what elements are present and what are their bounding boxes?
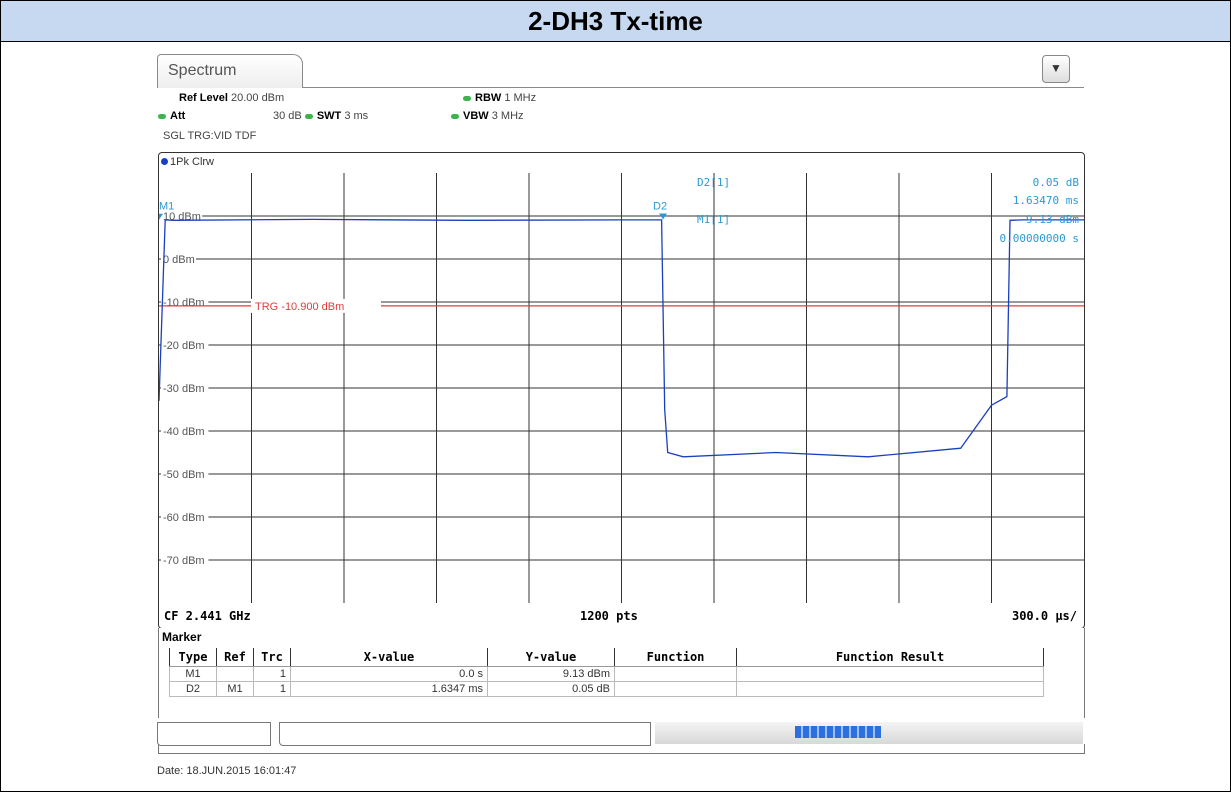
table-row: D2 M1 1 1.6347 ms 0.05 dB — [169, 681, 1044, 697]
y-tick-label: -60 dBm — [163, 512, 205, 524]
cell-function-result — [736, 681, 1044, 697]
status-field-2[interactable] — [279, 722, 651, 746]
att-param: Att — [158, 110, 185, 122]
col-function: Function — [614, 648, 737, 667]
y-tick-label: 0 dBm — [163, 254, 195, 266]
y-tick-label: 10 dBm — [163, 211, 201, 223]
y-tick-label: -20 dBm — [163, 340, 205, 352]
trace-line — [159, 218, 1084, 458]
cell-x-value: 0.0 s — [290, 666, 488, 682]
cell-type: M1 — [169, 666, 217, 682]
vbw-param: VBW 3 MHz — [451, 110, 524, 122]
trigger-label-bg — [251, 298, 381, 313]
marker-table-header: Type Ref Trc X-value Y-value Function Fu… — [169, 648, 1044, 667]
y-tick-label: -30 dBm — [163, 383, 205, 395]
cell-y-value: 9.13 dBm — [487, 666, 615, 682]
trace-label: 1Pk Clrw — [161, 156, 214, 168]
marker-readout-m1-label: M1[1] — [697, 213, 730, 226]
att-value-group: 30 dB SWT 3 ms — [273, 110, 368, 122]
menu-icon[interactable]: ▼ — [1042, 55, 1070, 83]
page-title: 2-DH3 Tx-time — [1, 1, 1230, 42]
sweep-progress-bar — [795, 726, 881, 738]
marker-readout-m1-value: 9.13 dBm — [1026, 213, 1079, 226]
cell-ref — [216, 666, 254, 682]
swt-indicator-icon — [304, 113, 313, 119]
swt-label: SWT — [316, 110, 342, 122]
center-frequency: CF 2.441 GHz — [164, 609, 251, 623]
time-per-division: 300.0 µs/ — [1011, 609, 1077, 623]
status-field-1[interactable] — [157, 722, 271, 746]
y-tick-label-bg — [161, 553, 209, 567]
y-tick-label: -70 dBm — [163, 555, 205, 567]
cell-x-value: 1.6347 ms — [290, 681, 488, 697]
cell-ref: M1 — [216, 681, 254, 697]
col-trc: Trc — [253, 648, 291, 667]
marker-table-title: Marker — [162, 630, 202, 644]
table-row: M1 1 0.0 s 9.13 dBm — [169, 666, 1044, 682]
vbw-value: 3 MHz — [491, 110, 524, 122]
ref-level-param: Ref Level 20.00 dBm — [179, 92, 284, 104]
cell-trc: 1 — [253, 681, 291, 697]
trigger-mode: SGL TRG:VID TDF — [163, 130, 257, 142]
col-type: Type — [169, 648, 217, 667]
col-ref: Ref — [216, 648, 254, 667]
cell-function — [614, 666, 737, 682]
rbw-param: RBW 1 MHz — [463, 92, 536, 104]
ref-level-value: 20.00 dBm — [230, 92, 285, 104]
col-y-value: Y-value — [487, 648, 615, 667]
swt-value: 3 ms — [344, 110, 369, 122]
date-stamp: Date: 18.JUN.2015 16:01:47 — [157, 765, 297, 777]
rbw-indicator-icon — [463, 95, 471, 101]
cell-type: D2 — [169, 681, 217, 697]
vbw-indicator-icon — [451, 113, 459, 119]
rbw-value: 1 MHz — [504, 92, 537, 104]
trigger-label: TRG -10.900 dBm — [255, 301, 344, 313]
plot-area: 10 dBm 0 dBm -10 dBm -20 dBm -30 dBm -40 dBm -… — [158, 152, 1085, 629]
marker-readout-m1-time: 0.00000000 s — [1000, 232, 1079, 245]
att-label: Att — [170, 110, 186, 122]
marker-table: Type Ref Trc X-value Y-value Function Fu… — [169, 648, 1044, 697]
y-tick-label-bg — [161, 510, 209, 524]
status-bar — [155, 718, 1086, 746]
marker-triangle — [159, 213, 163, 220]
marker-label: D2 — [653, 201, 667, 213]
vbw-label: VBW — [463, 110, 489, 122]
y-tick-label: -40 dBm — [163, 426, 205, 438]
cell-function — [614, 681, 737, 697]
tab-divider — [303, 87, 1084, 88]
rbw-label: RBW — [475, 92, 502, 104]
cell-y-value: 0.05 dB — [487, 681, 615, 697]
marker-readout-d2-value: 0.05 dB — [1033, 176, 1080, 189]
y-tick-label-bg — [161, 424, 209, 438]
y-tick-label: -10 dBm — [163, 297, 205, 309]
trace-label-text: 1Pk Clrw — [170, 156, 215, 168]
cell-trc: 1 — [253, 666, 291, 682]
ref-level-label: Ref Level — [179, 92, 228, 104]
spectrum-analyzer-screen: Spectrum ▼ Ref Level 20.00 dBm Att 30 dB… — [155, 52, 1086, 754]
spectrum-chart: 10 dBm 0 dBm -10 dBm -20 dBm -30 dBm -40 dBm -… — [159, 173, 1084, 603]
y-tick-label-bg — [161, 381, 209, 395]
marker-readout-d2-label: D2[1] — [697, 176, 730, 189]
trace-dot-icon — [161, 158, 168, 165]
y-tick-label-bg — [161, 252, 196, 266]
marker-readout-d2-time: 1.63470 ms — [1013, 194, 1079, 207]
cell-function-result — [736, 666, 1044, 682]
y-tick-label-bg — [161, 338, 209, 352]
marker-label: M1 — [159, 201, 174, 213]
col-x-value: X-value — [290, 648, 488, 667]
att-value: 30 dB — [273, 110, 302, 122]
y-tick-label-bg — [161, 467, 209, 481]
tab-spectrum[interactable]: Spectrum — [157, 54, 303, 88]
att-indicator-icon — [158, 113, 166, 119]
y-tick-label-bg — [161, 209, 203, 223]
marker-triangle — [659, 213, 668, 220]
sweep-footer: CF 2.441 GHz 1200 pts 300.0 µs/ — [158, 607, 1083, 627]
sweep-points: 1200 pts — [580, 609, 638, 623]
col-function-result: Function Result — [736, 648, 1044, 667]
y-tick-label: -50 dBm — [163, 469, 205, 481]
